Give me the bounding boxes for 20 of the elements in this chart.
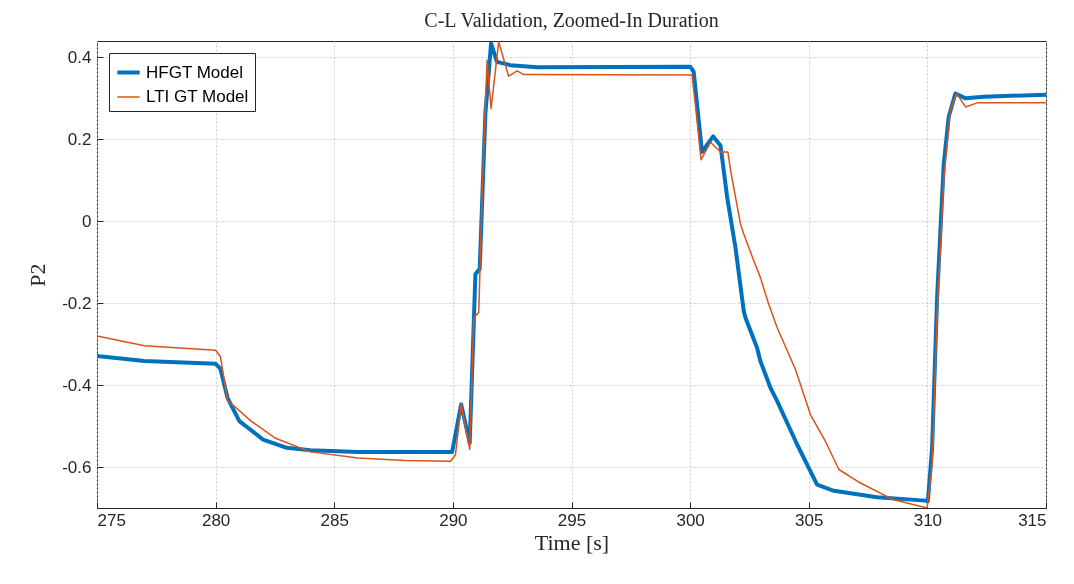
chart-title: C-L Validation, Zoomed-In Duration xyxy=(424,9,719,31)
x-tick-label: 300 xyxy=(676,510,705,530)
x-axis-title: Time [s] xyxy=(534,529,610,555)
x-tick-label: 295 xyxy=(557,510,587,530)
x-tick-label: 285 xyxy=(320,510,349,530)
y-tick-label: 0.2 xyxy=(67,129,92,149)
y-tick-label: -0.4 xyxy=(62,375,92,395)
y-tick-label: 0 xyxy=(82,211,92,231)
legend-label: LTI GT Model xyxy=(146,87,249,106)
y-tick-label: -0.6 xyxy=(62,457,92,477)
y-tick-label: 0.4 xyxy=(67,47,92,67)
x-tick-label: 280 xyxy=(201,510,231,530)
x-tick-label: 275 xyxy=(97,510,126,530)
x-tick-label: 305 xyxy=(795,510,824,530)
y-tick-label: -0.2 xyxy=(62,293,92,313)
x-tick-label: 290 xyxy=(439,510,468,530)
x-tick-label: 315 xyxy=(1018,510,1047,530)
legend-label: HFGT Model xyxy=(146,62,243,82)
y-axis-title: P2 xyxy=(25,263,51,287)
x-tick-label: 310 xyxy=(913,510,943,530)
